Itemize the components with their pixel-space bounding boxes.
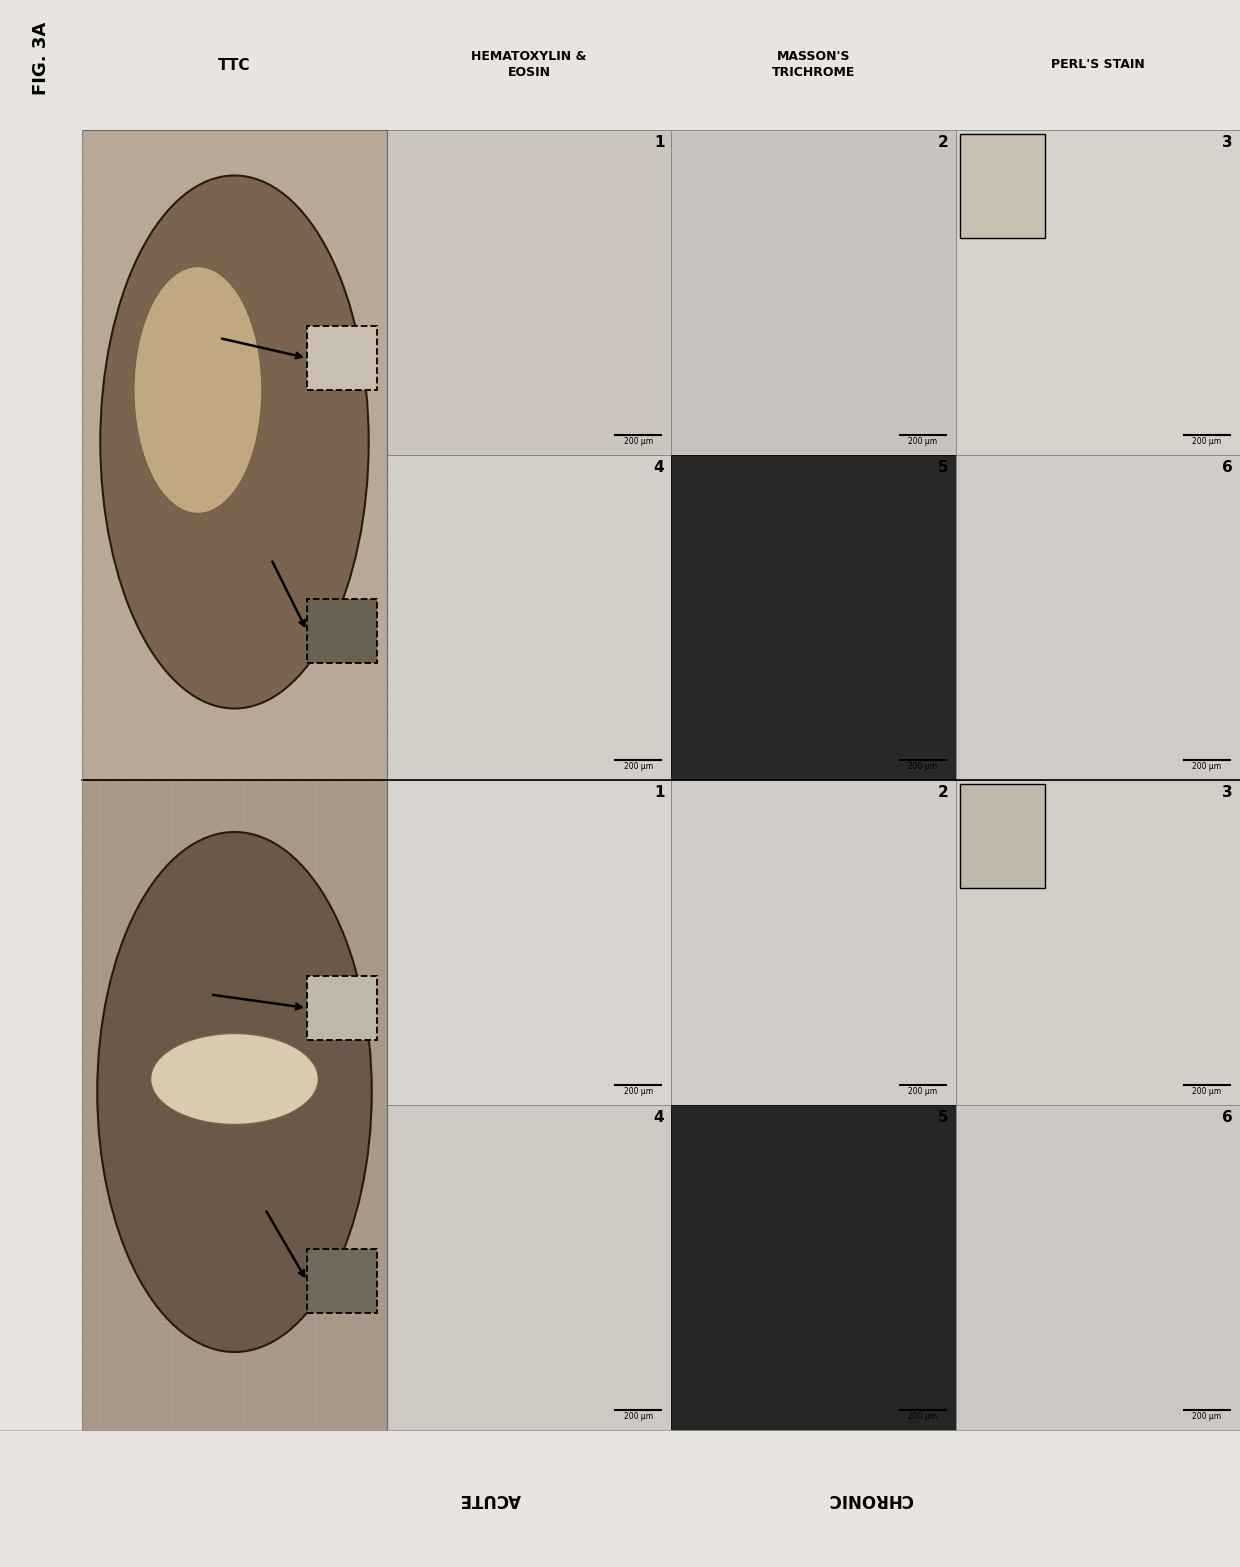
Text: 1: 1: [653, 135, 665, 150]
Text: 200 μm: 200 μm: [908, 437, 937, 447]
Bar: [671, 1105, 956, 1431]
Ellipse shape: [97, 832, 372, 1352]
Bar: [671, 454, 956, 780]
Bar: [387, 130, 671, 454]
Bar: [308, 1249, 377, 1313]
Bar: [671, 780, 956, 1105]
Bar: [956, 130, 1240, 454]
Bar: [387, 454, 671, 780]
Bar: [82, 130, 387, 780]
Text: 3: 3: [1223, 785, 1233, 801]
Text: 200 μm: 200 μm: [624, 1412, 653, 1421]
Text: 1: 1: [653, 785, 665, 801]
Text: 4: 4: [653, 461, 665, 475]
Text: 5: 5: [937, 461, 949, 475]
Text: TTC: TTC: [218, 58, 250, 72]
Text: 200 μm: 200 μm: [1193, 1412, 1221, 1421]
Bar: [956, 454, 1240, 780]
Text: HEMATOXYLIN &
EOSIN: HEMATOXYLIN & EOSIN: [471, 50, 587, 80]
Text: 2: 2: [937, 785, 949, 801]
Text: 4: 4: [653, 1109, 665, 1125]
Bar: [956, 780, 1240, 1105]
Text: FIG. 3A: FIG. 3A: [32, 22, 50, 96]
Text: 6: 6: [1223, 1109, 1233, 1125]
Ellipse shape: [100, 176, 368, 708]
Ellipse shape: [150, 1034, 319, 1125]
Bar: [308, 326, 377, 390]
Text: 200 μm: 200 μm: [624, 437, 653, 447]
Bar: [308, 976, 377, 1040]
Bar: [956, 1105, 1240, 1431]
Text: PERL'S STAIN: PERL'S STAIN: [1052, 58, 1145, 72]
Bar: [671, 130, 956, 454]
Bar: [308, 599, 377, 663]
Bar: [960, 784, 1045, 888]
Bar: [0, 0, 1240, 130]
Text: 200 μm: 200 μm: [908, 762, 937, 771]
Text: CHRONIC: CHRONIC: [827, 1490, 913, 1507]
Bar: [387, 1105, 671, 1431]
Text: 200 μm: 200 μm: [624, 762, 653, 771]
Text: 200 μm: 200 μm: [624, 1087, 653, 1095]
Bar: [0, 328, 1240, 1567]
Text: 200 μm: 200 μm: [1193, 762, 1221, 771]
Text: 200 μm: 200 μm: [908, 1412, 937, 1421]
Text: 5: 5: [937, 1109, 949, 1125]
Text: 200 μm: 200 μm: [1193, 1087, 1221, 1095]
Text: MASSON'S
TRICHROME: MASSON'S TRICHROME: [771, 50, 856, 80]
Ellipse shape: [134, 266, 262, 514]
Text: 3: 3: [1223, 135, 1233, 150]
Bar: [960, 135, 1045, 238]
Bar: [387, 780, 671, 1105]
Text: 200 μm: 200 μm: [908, 1087, 937, 1095]
Text: ACUTE: ACUTE: [459, 1490, 521, 1507]
Text: 2: 2: [937, 135, 949, 150]
Bar: [82, 780, 387, 1431]
Text: 6: 6: [1223, 461, 1233, 475]
Text: 200 μm: 200 μm: [1193, 437, 1221, 447]
